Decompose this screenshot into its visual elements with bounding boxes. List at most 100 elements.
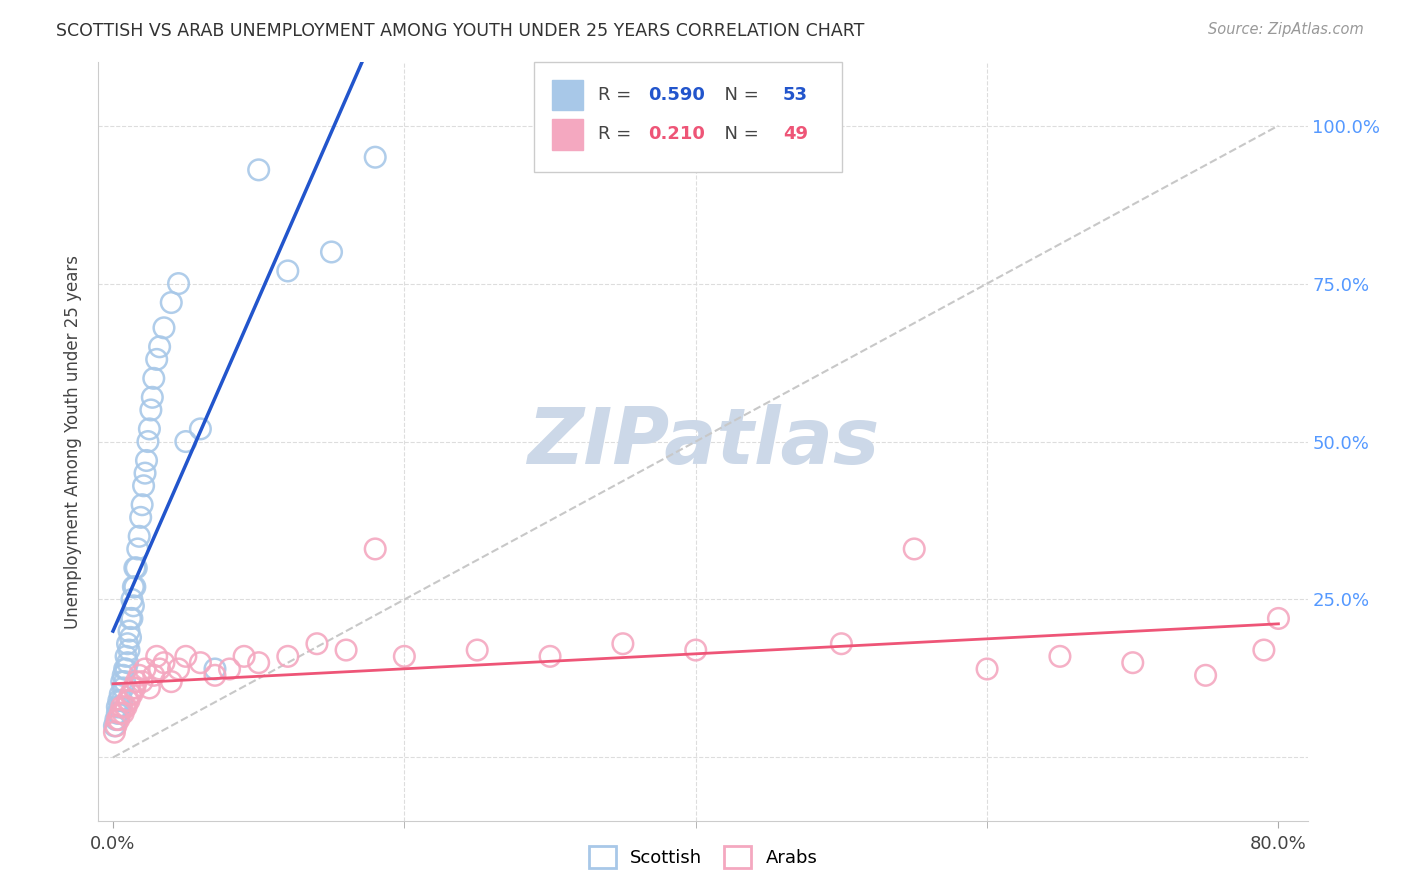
Point [108, 706, 131, 721]
Point [976, 662, 998, 676]
Point [134, 466, 156, 480]
Point [124, 561, 146, 575]
Point [174, 434, 197, 449]
Point [204, 668, 226, 682]
Point [204, 662, 226, 676]
Point [115, 649, 138, 664]
Point [335, 643, 357, 657]
Point [124, 580, 146, 594]
Point [903, 541, 925, 556]
Point [145, 352, 167, 367]
Point [153, 320, 176, 334]
Point [125, 674, 148, 689]
Point [305, 637, 328, 651]
Text: ZIPatlas: ZIPatlas [527, 403, 879, 480]
Point [364, 150, 387, 164]
Text: Source: ZipAtlas.com: Source: ZipAtlas.com [1208, 22, 1364, 37]
Point [149, 662, 172, 676]
Point [114, 674, 136, 689]
Point [364, 541, 387, 556]
Point [108, 713, 131, 727]
Point [117, 656, 139, 670]
Point [117, 637, 139, 651]
Point [110, 687, 132, 701]
FancyBboxPatch shape [534, 62, 842, 172]
Point [190, 422, 212, 436]
Point [1049, 649, 1071, 664]
Point [134, 662, 156, 676]
FancyBboxPatch shape [551, 80, 583, 111]
Point [277, 264, 299, 278]
Point [112, 681, 135, 695]
Point [153, 656, 176, 670]
Point [120, 611, 142, 625]
Point [135, 453, 157, 467]
Point [1122, 656, 1144, 670]
Point [122, 599, 145, 613]
Point [190, 656, 212, 670]
Point [233, 649, 256, 664]
Point [128, 529, 150, 543]
Point [277, 649, 299, 664]
Text: 0.210: 0.210 [648, 126, 706, 144]
Point [218, 662, 240, 676]
Point [167, 277, 190, 291]
Point [129, 510, 152, 524]
Point [105, 706, 128, 721]
Point [139, 403, 162, 417]
Point [122, 580, 145, 594]
Point [131, 498, 153, 512]
Point [114, 662, 136, 676]
Point [174, 649, 197, 664]
Point [160, 295, 183, 310]
Point [114, 699, 136, 714]
Text: 49: 49 [783, 126, 808, 144]
Point [122, 681, 145, 695]
Point [136, 434, 159, 449]
Point [118, 693, 141, 707]
FancyBboxPatch shape [551, 120, 583, 150]
Text: R =: R = [598, 86, 637, 104]
Point [104, 713, 127, 727]
Point [321, 244, 343, 259]
Point [124, 681, 146, 695]
Point [465, 643, 488, 657]
Point [247, 162, 270, 177]
Point [1267, 611, 1289, 625]
Point [394, 649, 416, 664]
Point [132, 479, 155, 493]
Point [247, 656, 270, 670]
Point [110, 706, 132, 721]
Point [115, 699, 138, 714]
Point [167, 662, 190, 676]
Point [830, 637, 852, 651]
Point [115, 662, 138, 676]
Point [121, 687, 143, 701]
Point [105, 713, 128, 727]
Legend: Scottish, Arabs: Scottish, Arabs [589, 847, 817, 869]
Point [138, 681, 160, 695]
Point [111, 674, 134, 689]
Point [125, 561, 148, 575]
Point [108, 693, 131, 707]
Point [118, 643, 141, 657]
Text: N =: N = [713, 126, 765, 144]
Point [138, 422, 160, 436]
Point [149, 340, 172, 354]
Point [103, 725, 125, 739]
Point [112, 668, 135, 682]
Point [117, 693, 139, 707]
Point [142, 371, 165, 385]
Point [121, 611, 143, 625]
Point [1194, 668, 1216, 682]
Point [104, 719, 127, 733]
Point [105, 699, 128, 714]
Point [538, 649, 561, 664]
Point [128, 668, 150, 682]
Text: 0.590: 0.590 [648, 86, 706, 104]
Point [1253, 643, 1275, 657]
Point [121, 592, 143, 607]
Point [120, 631, 142, 645]
Point [111, 693, 134, 707]
Point [612, 637, 634, 651]
